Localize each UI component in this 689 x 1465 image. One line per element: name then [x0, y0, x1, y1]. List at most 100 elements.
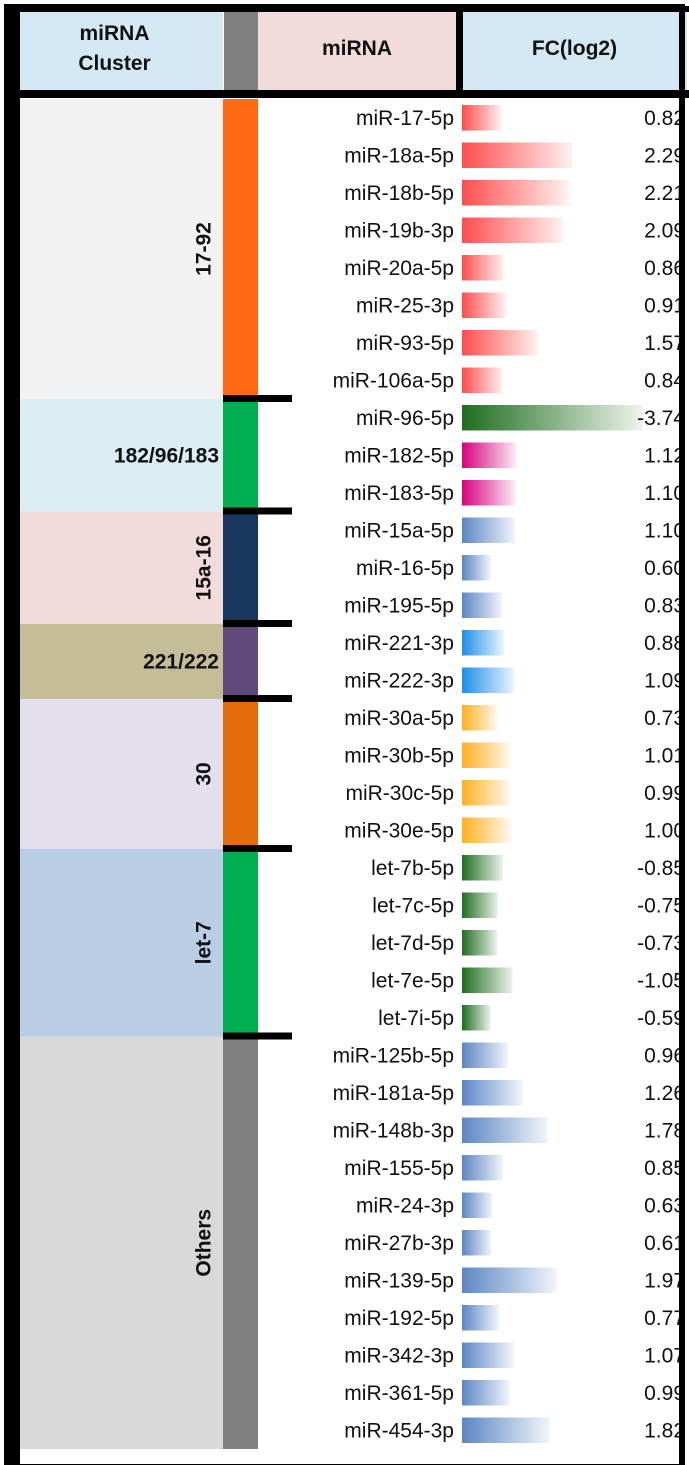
fc-value-label: 2.21: [644, 182, 685, 205]
fc-value-label: 0.73: [644, 707, 685, 730]
fc-bar: [462, 592, 503, 618]
fc-value-label: 0.77: [644, 1307, 685, 1330]
mirna-name: miR-192-5p: [344, 1307, 454, 1330]
cluster-label-0: 17-92: [193, 222, 216, 276]
cluster-color-strip-2: [223, 511, 258, 624]
fc-value-label: 0.88: [644, 632, 685, 655]
fc-value-label: 0.82: [644, 107, 685, 130]
cluster-header-label: miRNA Cluster: [78, 21, 151, 75]
mirna-name: miR-30c-5p: [345, 782, 454, 805]
fc-bar: [462, 1305, 500, 1331]
header-gray-strip: [224, 6, 258, 91]
fc-value-label: 0.96: [644, 1044, 685, 1067]
fc-value-label: -0.73: [637, 932, 685, 955]
cluster-color-strip-1: [223, 399, 258, 512]
fc-value-label: 0.99: [644, 1382, 685, 1405]
fc-value-label: 2.29: [644, 144, 685, 167]
fc-bar: [462, 630, 505, 656]
mirna-name: miR-19b-3p: [344, 219, 454, 242]
fc-bar: [462, 442, 516, 468]
fc-value-label: 0.63: [644, 1194, 685, 1217]
cluster-block-6: [20, 1036, 223, 1449]
cluster-label-6: Others: [193, 1209, 216, 1277]
mirna-name: miR-30a-5p: [344, 707, 454, 730]
mirna-name: let-7b-5p: [371, 857, 454, 880]
fc-bar: [462, 780, 510, 806]
cluster-color-strip-3: [223, 624, 258, 699]
cluster-label-3: 221/222: [143, 651, 219, 674]
cluster-block-2: [20, 511, 223, 624]
mirna-name: miR-16-5p: [356, 557, 454, 580]
fc-bar: [462, 1155, 503, 1181]
fc-bar: [462, 480, 516, 506]
fc-header-label: FC(log2): [531, 36, 618, 60]
cluster-label-2: 15a-16: [193, 535, 216, 600]
cluster-color-strip-4: [223, 699, 258, 849]
fc-bar: [462, 1192, 493, 1218]
mirna-name: miR-182-5p: [344, 444, 454, 467]
cluster-separator-4: [223, 845, 292, 852]
fc-bar: [462, 1342, 514, 1368]
mirna-header: miRNA: [258, 6, 456, 91]
fc-bar: [462, 705, 498, 731]
fc-bar: [462, 1080, 523, 1106]
header-divider: [6, 90, 689, 98]
fc-value-label: 0.99: [644, 782, 685, 805]
fc-value-label: -0.85: [637, 857, 685, 880]
fc-value-label: 1.78: [644, 1119, 685, 1142]
mirna-name: miR-195-5p: [344, 594, 454, 617]
fc-value-label: 1.10: [644, 519, 685, 542]
fc-value-label: 1.07: [644, 1344, 685, 1367]
cluster-label-4: 30: [193, 762, 216, 785]
fc-value-label: -0.59: [637, 1007, 685, 1030]
mirna-name: miR-342-3p: [344, 1344, 454, 1367]
cluster-block-1: [20, 399, 223, 512]
fc-value-label: 1.97: [644, 1269, 685, 1292]
fc-bar: [462, 1005, 491, 1031]
fc-value-label: 1.82: [644, 1419, 685, 1442]
mirna-name: miR-96-5p: [356, 407, 454, 430]
mirna-name: let-7d-5p: [371, 932, 454, 955]
fc-bar: [462, 667, 515, 693]
fc-value-label: 1.01: [644, 744, 685, 767]
mirna-name: miR-106a-5p: [333, 369, 454, 392]
fc-value-label: 1.00: [644, 819, 685, 842]
fc-bar: [462, 742, 511, 768]
cluster-block-3: [20, 624, 223, 699]
fc-bar: [462, 217, 563, 243]
fc-value-label: 0.85: [644, 1157, 685, 1180]
fc-bar: [462, 817, 511, 843]
fc-value-label: -1.05: [637, 969, 685, 992]
top-border: [6, 6, 689, 12]
cluster-label-5: let-7: [193, 921, 216, 964]
mirna-name: let-7c-5p: [372, 894, 454, 917]
fc-bar: [462, 892, 499, 918]
mirna-name: miR-148b-3p: [333, 1119, 454, 1142]
fc-value-label: 0.91: [644, 294, 685, 317]
mirna-name: miR-25-3p: [356, 294, 454, 317]
fc-bar: [462, 180, 569, 206]
fc-bar: [462, 367, 503, 393]
fc-value-label: 0.60: [644, 557, 685, 580]
fc-value-label: 0.61: [644, 1232, 685, 1255]
fc-value-label: 1.26: [644, 1082, 685, 1105]
fc-value-label: 0.84: [644, 369, 685, 392]
left-border: [6, 6, 20, 1465]
cluster-separator-3: [223, 695, 292, 702]
cluster-separator-5: [223, 1032, 292, 1040]
header-col-divider: [456, 6, 463, 94]
fc-bar: [462, 405, 643, 431]
mirna-name: miR-93-5p: [356, 332, 454, 355]
mirna-name: miR-454-3p: [344, 1419, 454, 1442]
mirna-name: miR-24-3p: [356, 1194, 454, 1217]
mirna-name: miR-139-5p: [344, 1269, 454, 1292]
fc-bar: [462, 1380, 510, 1406]
fc-value-label: 1.12: [644, 444, 685, 467]
mirna-name: miR-125b-5p: [333, 1044, 454, 1067]
mirna-name: let-7i-5p: [378, 1007, 454, 1030]
cluster-color-strip-6: [223, 1036, 258, 1449]
fc-bar: [462, 517, 516, 543]
fc-value-label: -0.75: [637, 894, 685, 917]
